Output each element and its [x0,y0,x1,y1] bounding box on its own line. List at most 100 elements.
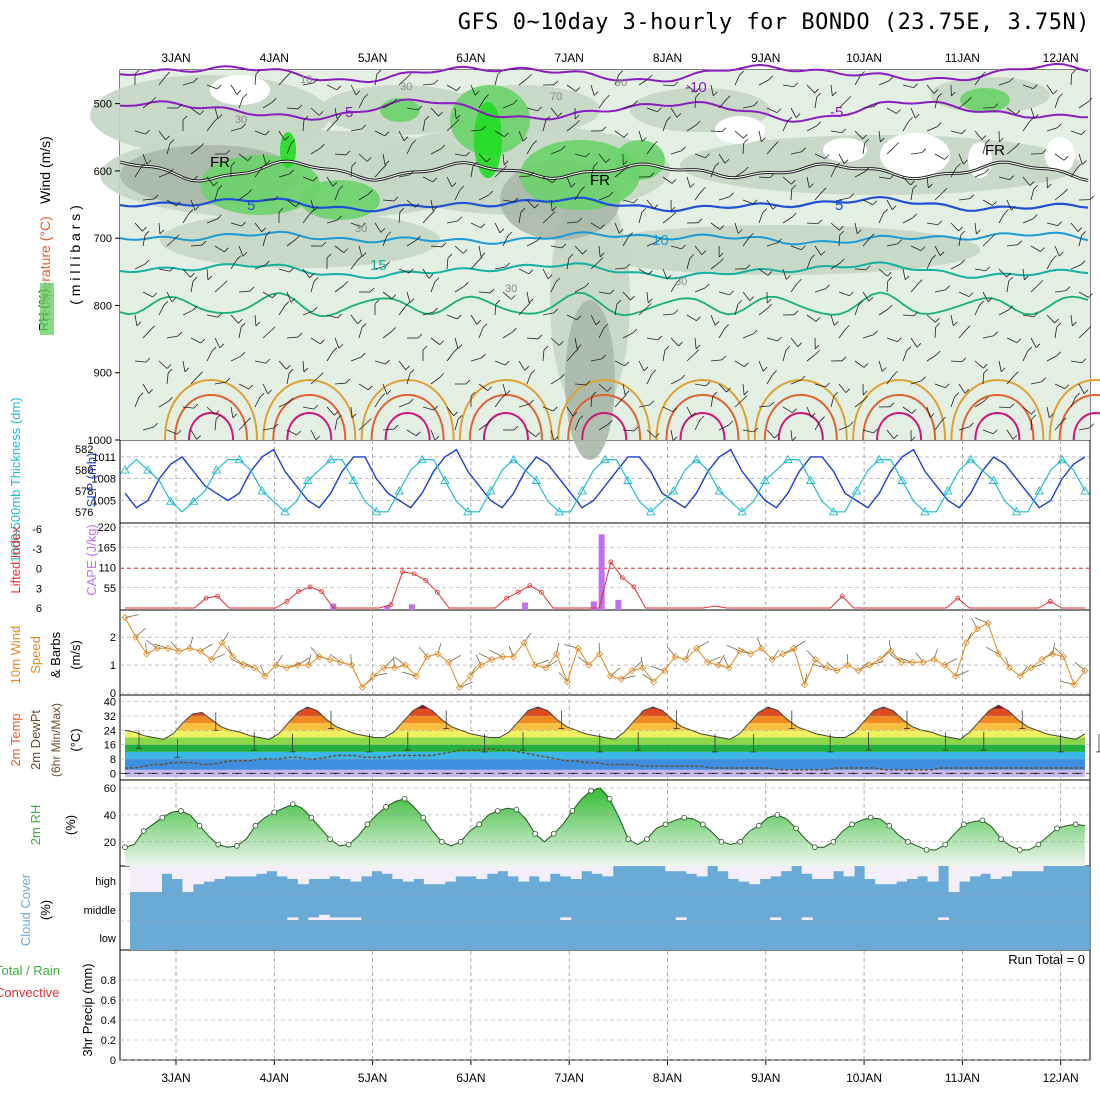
wind-barb-flag [893,370,898,376]
wind-barb [398,305,406,316]
wind-barb-flag [1001,367,1006,373]
ylabel-minmax: (6hr Min/Max) [49,703,63,777]
wind-barb [886,280,889,293]
rh-contour-label: 90 [615,77,627,89]
wind-barb [158,222,161,234]
cloud-high-clear [339,866,351,879]
wind-barb-flag [532,140,537,145]
cloud-high-clear [203,866,215,882]
wind-barb-flag [910,436,916,442]
cloud-high-clear [1022,866,1034,872]
wind-barb [166,335,178,339]
wind-barb-flag [624,390,630,396]
wind-barb-flag [241,123,246,129]
wind-barb [1006,429,1014,440]
ylabel-thickness: 1000-500mb Thickness (dm) [8,397,23,562]
wind-barb [454,245,464,254]
rh2m-point [271,809,277,816]
thickness-point [988,475,999,484]
cloud-high-clear [497,866,509,872]
wind10m-point [617,675,625,683]
wind-barb [886,146,896,155]
wind-barb-flag [1089,195,1095,200]
wind-barb-flag [174,234,180,239]
wind-barb [158,305,165,316]
wind-barb-flag [409,170,415,176]
ylabel-slp: SLP (mb) [84,453,99,508]
rh2m-point [588,787,594,794]
wind-barb-flag [575,119,580,125]
wind-barb-flag [289,169,294,175]
cloud-high-clear [696,866,708,877]
wind-barb [310,337,321,345]
ylabel-rh2m-unit: (%) [63,815,78,835]
wind-barb-flag [439,373,445,378]
wind-barb-flag [270,326,276,331]
wind-barb [1006,146,1016,155]
wind-barb-flag [670,206,676,212]
wind-barb-flag [993,331,999,336]
wind-barb [494,222,501,233]
wind-barb-flag [296,430,302,436]
wind-barb-flag [984,168,990,173]
wind-barb-flag [744,362,749,367]
wind-barb-flag [1057,221,1062,226]
wind-barb-flag [814,344,820,350]
wind-barb-flag [643,366,649,372]
wind-barb-flag [337,313,342,319]
thickness-point [440,475,450,484]
wind-barb-flag [937,93,942,98]
wind-barb [638,130,643,142]
thickness-point [1057,454,1067,464]
wind-barb [454,285,465,293]
wind-barb-flag [337,215,342,221]
wind-barb [1030,337,1037,348]
temp-tick-label: 40 [104,697,116,709]
wind-barb [598,291,610,295]
wind-barb [446,314,458,320]
wind-barb-flag [606,387,612,392]
wind-barb-flag [432,177,438,183]
wind-barb-flag [334,410,339,416]
wind10m-barb [308,654,312,666]
cloud-high-clear [801,866,813,874]
wind-barb-flag [462,249,468,254]
wind-barb-flag [985,139,990,144]
wind-barb-flag [649,400,655,406]
wind-barb-flag [651,369,657,375]
wind-barb [302,360,305,372]
wind10m-point [747,650,755,658]
wind-barb [934,245,941,256]
cloud-high-clear [434,866,446,885]
wind-barb-flag [146,159,152,165]
wind-barb-flag [405,365,410,371]
wind-barb [862,334,874,339]
wind-barb-flag [199,110,205,115]
wind-barb-flag [766,298,772,304]
wind10m-point [391,664,399,672]
wind10m-point [768,655,776,664]
wind-barb-flag [553,308,559,314]
cape-bar [615,599,622,610]
thickness-point [211,465,222,474]
wind10m-barb [556,642,560,654]
wind-barb [214,337,221,349]
wind-barb [590,84,595,96]
wind-barb-flag [1006,272,1011,278]
wind-barb [958,100,968,109]
wind-barb [854,268,867,271]
wind-barb-flag [622,160,628,166]
wind-barb [590,261,600,270]
rh2m-point [681,814,688,821]
wind-barb [718,99,727,109]
wind-barb [310,199,315,211]
thickness-point [943,486,953,495]
wind-barb [142,235,146,247]
wind-barb [470,84,476,96]
wind-barb [734,360,745,368]
wind-barb [454,153,466,157]
wind-barb [206,351,213,362]
wind-barb-flag [217,185,223,190]
wind-barb [1046,84,1054,95]
wind-barb [926,314,936,323]
